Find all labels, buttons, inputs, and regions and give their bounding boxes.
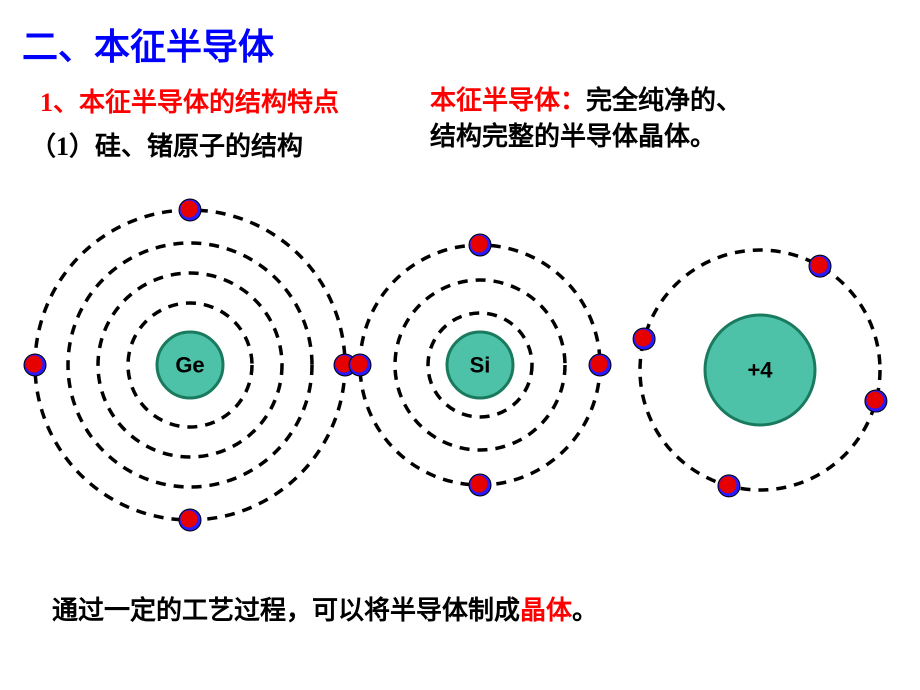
electron-inner [471, 476, 488, 493]
electron-inner [719, 476, 736, 493]
nucleus-label: Ge [175, 353, 204, 378]
electron-inner [635, 329, 652, 346]
electron-inner [26, 356, 43, 373]
nucleus-label: Si [470, 353, 491, 378]
nucleus-label: +4 [747, 358, 773, 383]
electron-inner [181, 201, 198, 218]
sub-heading-1: 1、本征半导体的结构特点 [40, 82, 339, 119]
main-heading: 二、本征半导体 [22, 18, 274, 70]
bottom-text-highlight: 晶体 [520, 596, 572, 625]
electron-inner [811, 257, 828, 274]
atom-simplified: +4 [633, 250, 887, 497]
bottom-line: 通过一定的工艺过程，可以将半导体制成晶体。 [52, 590, 598, 627]
bottom-text-pre: 通过一定的工艺过程，可以将半导体制成 [52, 596, 520, 625]
atom-si: Si [349, 234, 611, 496]
atom-diagram: Ge Si +4 [0, 180, 920, 560]
definition-term: 本征半导体： [430, 86, 586, 115]
definition-line-1: 本征半导体：完全纯净的、 [430, 80, 742, 117]
electron-inner [471, 236, 488, 253]
bottom-text-post: 。 [572, 596, 598, 625]
electron-inner [351, 356, 368, 373]
sub-heading-2: （1）硅、锗原子的结构 [30, 126, 303, 163]
electron-inner [866, 392, 883, 409]
definition-rest: 完全纯净的、 [586, 86, 742, 115]
electron-inner [181, 511, 198, 528]
definition-line-2: 结构完整的半导体晶体。 [430, 116, 716, 153]
atom-ge: Ge [24, 199, 356, 531]
electron-inner [591, 356, 608, 373]
